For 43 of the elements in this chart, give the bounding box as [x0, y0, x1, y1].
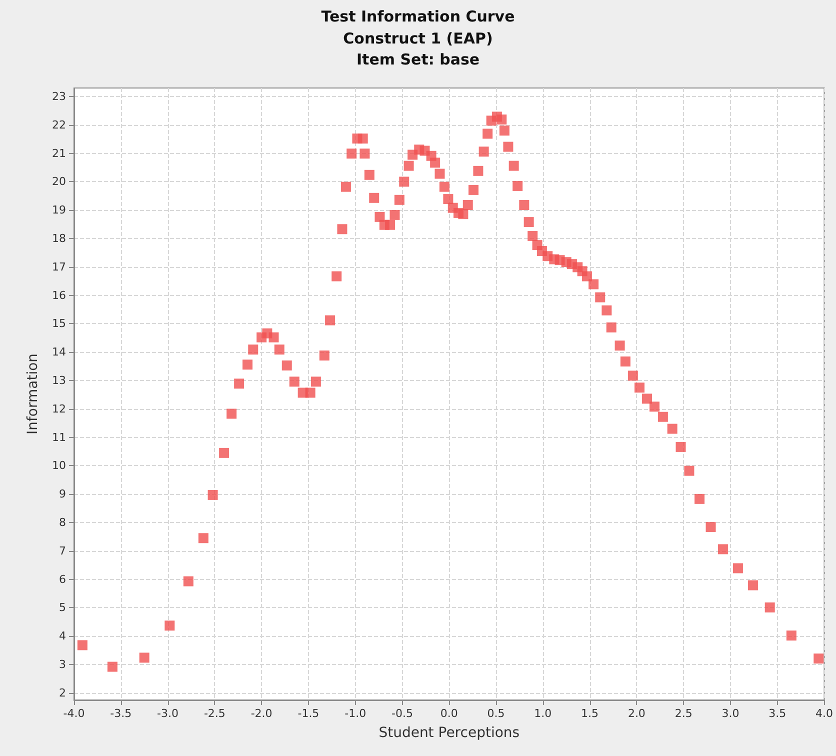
x-tick-label: 2.5 [674, 707, 692, 720]
x-tick-label: 0.5 [487, 707, 505, 720]
chart-title: Test Information Curve [321, 8, 515, 26]
x-tick-label: -3.5 [110, 707, 132, 720]
y-tick-label: 4 [59, 630, 66, 643]
x-tick-label: 3.0 [722, 707, 740, 720]
x-tick-label: -1.0 [344, 707, 366, 720]
chart-subtitle: Construct 1 (EAP) Item Set: base [343, 30, 493, 68]
x-tick-label: -0.5 [392, 707, 413, 720]
y-tick-label: 12 [52, 402, 66, 416]
y-tick-label: 21 [52, 146, 66, 160]
y-tick-label: 22 [52, 118, 66, 132]
y-tick-label: 6 [59, 572, 66, 586]
y-tick-label: 8 [59, 516, 66, 530]
y-tick-label: 2 [59, 686, 66, 700]
y-tick-label: 19 [52, 204, 66, 217]
x-tick-label: -2.0 [250, 707, 272, 720]
y-tick-label: 13 [52, 374, 66, 388]
y-tick-label: 15 [52, 317, 66, 330]
y-tick-label: 18 [52, 232, 66, 246]
y-tick-label: 10 [52, 459, 66, 472]
x-tick-label: -1.5 [298, 707, 320, 720]
x-axis-title: Student Perceptions [378, 725, 520, 741]
x-tick-label: 1.5 [581, 707, 599, 720]
y-tick-label: 7 [59, 544, 66, 558]
x-tick-label: 2.0 [628, 707, 646, 720]
x-tick-label: 3.5 [768, 707, 786, 720]
y-tick-label: 3 [59, 658, 66, 671]
y-tick-label: 14 [52, 346, 66, 359]
y-axis-title: Information [25, 353, 41, 435]
x-tick-label: 1.0 [534, 707, 552, 720]
y-tick-label: 9 [59, 488, 66, 501]
x-tick-label: 0.0 [440, 707, 458, 720]
y-tick-label: 16 [52, 288, 66, 302]
y-tick-label: 5 [59, 601, 66, 614]
x-tick-label: -3.0 [157, 707, 179, 720]
y-tick-label: 20 [52, 175, 66, 188]
y-tick-label: 23 [52, 90, 66, 104]
y-tick-label: 11 [52, 430, 66, 444]
x-tick-label: -2.5 [204, 707, 226, 720]
y-tick-label: 17 [52, 260, 66, 274]
x-tick-label: 4.0 [816, 707, 834, 720]
x-tick-label: -4.0 [63, 707, 85, 720]
